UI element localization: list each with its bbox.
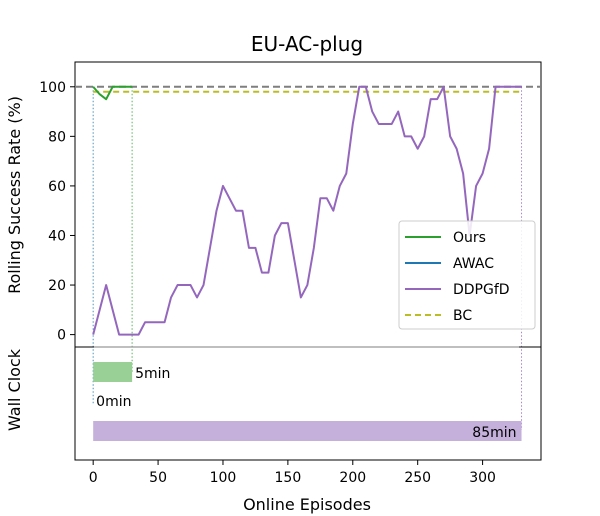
x-ticks: 0 50 100 150 200 250 300 (89, 460, 496, 486)
y-tick-label-80: 80 (48, 129, 66, 145)
wall-clock-label-ddpgfd: 85min (472, 425, 516, 441)
x-tick-label-150: 150 (275, 470, 302, 486)
x-tick-label-250: 250 (404, 470, 431, 486)
chart-title: EU-AC-plug (251, 32, 363, 56)
legend-label-bc: BC (453, 308, 472, 324)
wall-clock-axis-label: Wall Clock (5, 348, 24, 431)
y-ticks: 0 20 40 60 80 100 (39, 80, 75, 344)
x-tick-label-100: 100 (210, 470, 237, 486)
y-tick-label-60: 60 (48, 179, 66, 195)
wall-clock-bar-ddpgfd (93, 421, 522, 441)
y-tick-label-0: 0 (57, 328, 66, 344)
x-axis-label: Online Episodes (243, 495, 371, 514)
series-line-ours (92, 85, 133, 101)
y-tick-label-100: 100 (39, 80, 66, 96)
series-layer (92, 85, 522, 336)
y-axis-label: Rolling Success Rate (%) (5, 96, 24, 294)
legend-box (398, 220, 536, 330)
x-tick-label-200: 200 (339, 470, 366, 486)
legend-label-ours: Ours (453, 230, 486, 246)
x-tick-label-0: 0 (89, 470, 98, 486)
wall-clock-label-ours: 5min (135, 366, 170, 382)
wall-clock-label-awac: 0min (96, 394, 131, 410)
x-tick-label-50: 50 (149, 470, 167, 486)
success-rate-plot: 0 20 40 60 80 100 (39, 61, 542, 430)
legend-label-ddpgfd: DDPGfD (453, 282, 510, 298)
series-line-ddpgfd (92, 85, 522, 336)
y-tick-label-40: 40 (48, 228, 66, 244)
wall-clock-bar-ours (93, 362, 133, 382)
y-tick-label-20: 20 (48, 278, 66, 294)
legend: Ours AWAC DDPGfD BC (398, 220, 536, 330)
x-tick-label-300: 300 (469, 470, 496, 486)
legend-label-awac: AWAC (453, 256, 494, 272)
